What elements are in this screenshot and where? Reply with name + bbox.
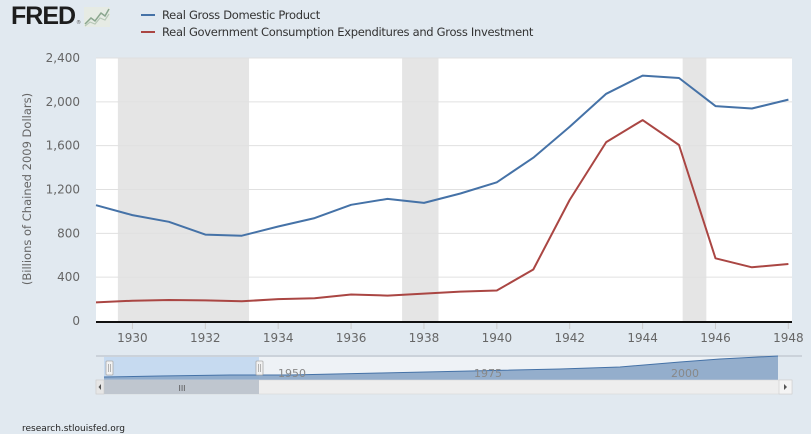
y-tick-label: 1,200 <box>46 183 80 197</box>
y-tick-label: 400 <box>57 270 80 284</box>
x-tick-label: 1932 <box>190 331 221 345</box>
navigator-selected-range <box>104 357 259 380</box>
x-tick-label: 1938 <box>409 331 440 345</box>
navigator-handle-right[interactable] <box>255 360 264 376</box>
navigator-scrollbar-thumb[interactable] <box>104 380 259 394</box>
scrollbar-grip-icon: III <box>178 384 185 393</box>
chart-legend: Real Gross Domestic Product Real Governm… <box>141 6 533 40</box>
x-tick-label: 1940 <box>482 331 513 345</box>
legend-swatch-gdp <box>141 13 155 16</box>
y-tick-label: 0 <box>72 314 80 328</box>
legend-swatch-gov <box>141 30 155 33</box>
y-axis-title: (Billions of Chained 2009 Dollars) <box>20 93 34 285</box>
range-navigator[interactable]: 1950 1975 2000 III <box>95 355 802 395</box>
source-url[interactable]: research.stlouisfed.org <box>22 424 125 434</box>
y-tick-label: 800 <box>57 226 80 240</box>
navigator-handle-left[interactable] <box>105 360 114 376</box>
legend-label-gov: Real Government Consumption Expenditures… <box>162 24 534 39</box>
navigator-area <box>104 356 778 380</box>
series-line-gov <box>95 119 789 304</box>
arrow-right-icon <box>784 384 787 390</box>
x-tick-label: 1948 <box>773 331 804 345</box>
legend-label-gdp: Real Gross Domestic Product <box>162 7 320 22</box>
navigator-label: 1975 <box>474 367 502 380</box>
fred-logo-text: FRED <box>11 2 76 30</box>
legend-item-gov[interactable]: Real Government Consumption Expenditures… <box>141 23 533 40</box>
series-line-gdp <box>95 74 789 237</box>
x-tick-label: 1936 <box>336 331 367 345</box>
navigator-label: 2000 <box>671 367 699 380</box>
y-tick-label: 1,600 <box>46 139 80 153</box>
legend-item-gdp[interactable]: Real Gross Domestic Product <box>141 6 533 23</box>
x-tick-label: 1944 <box>627 331 658 345</box>
x-tick-label: 1930 <box>117 331 148 345</box>
navigator-line <box>103 355 779 378</box>
registered-mark: ® <box>76 20 82 26</box>
y-tick-label: 2,400 <box>46 51 80 65</box>
x-tick-label: 1934 <box>263 331 294 345</box>
fred-logo[interactable]: FRED ® <box>11 2 111 30</box>
x-tick-label: 1946 <box>700 331 731 345</box>
navigator-label: 1950 <box>278 367 306 380</box>
arrow-left-icon <box>98 384 101 390</box>
chart-line-icon <box>84 7 111 27</box>
x-tick-label: 1942 <box>554 331 585 345</box>
y-tick-label: 2,000 <box>46 95 80 109</box>
